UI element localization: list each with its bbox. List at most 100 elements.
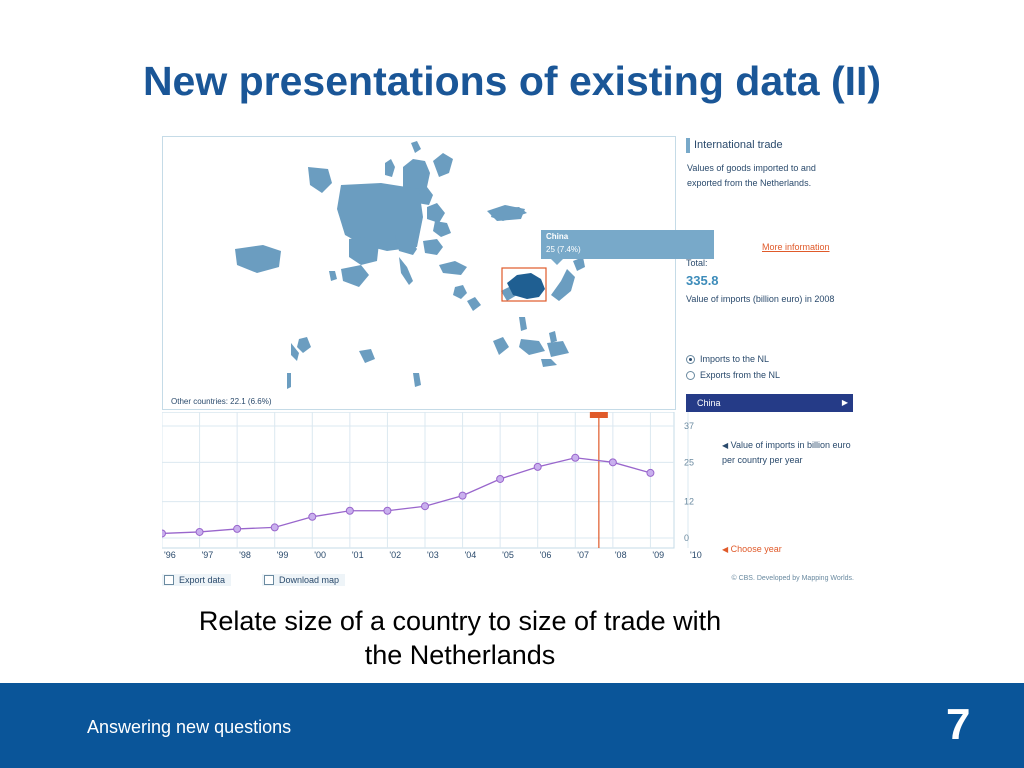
data-point[interactable] xyxy=(195,527,204,536)
export-data-label: Export data xyxy=(179,575,226,585)
sidebar-header: International trade xyxy=(686,138,783,153)
radio-exports-label: Exports from the NL xyxy=(700,370,781,380)
x-tick-label: '98 xyxy=(239,550,251,560)
data-point[interactable] xyxy=(421,502,429,511)
country-shape-taiwan xyxy=(549,331,557,343)
y-tick-label: 12 xyxy=(684,497,694,507)
total-description: Value of imports (billion euro) in 2008 xyxy=(686,294,835,304)
country-shape-brazil xyxy=(291,343,299,361)
legend-note-text: Value of imports in billion euro per cou… xyxy=(722,440,851,465)
series-line xyxy=(161,457,651,535)
chart-frame xyxy=(161,411,675,549)
y-tick-label: 25 xyxy=(684,457,694,467)
country-shape-north xyxy=(403,159,433,205)
country-shape-austria xyxy=(423,239,443,255)
y-tick-label: 37 xyxy=(684,421,694,431)
country-shape-italy-south xyxy=(399,257,413,285)
tooltip-country: China xyxy=(546,232,569,241)
country-shape-china xyxy=(507,273,545,299)
download-map-label: Download map xyxy=(279,575,340,585)
year-handle-icon[interactable] xyxy=(589,406,608,418)
x-tick-label: '97 xyxy=(202,550,214,560)
data-point[interactable] xyxy=(496,474,505,483)
country-shape-japan xyxy=(551,269,575,301)
export-data-button[interactable]: Export data xyxy=(162,574,232,586)
x-tick-label: '00 xyxy=(314,550,326,560)
data-point[interactable] xyxy=(233,524,242,533)
x-tick-label: '96 xyxy=(164,550,176,560)
radio-selected-icon[interactable] xyxy=(686,354,695,364)
country-shape-malaysia xyxy=(519,339,545,355)
x-tick-label: '06 xyxy=(540,550,552,560)
country-select[interactable]: China ▶ xyxy=(686,394,853,412)
data-point[interactable] xyxy=(345,506,354,515)
data-point[interactable] xyxy=(646,468,655,477)
download-icon xyxy=(264,575,274,585)
caption-line-1: Relate size of a country to size of trad… xyxy=(198,606,722,636)
cartogram-map[interactable]: China 25 (7.4%) Other countries: 22.1 (6… xyxy=(162,136,714,410)
country-shape-indonesia xyxy=(541,359,557,367)
info-sidebar: International trade Values of goods impo… xyxy=(686,136,854,412)
y-tick-label: 0 xyxy=(684,533,689,543)
more-information-link[interactable]: More information xyxy=(762,242,830,252)
triangle-left-icon: ◀ xyxy=(722,545,729,554)
widget-toolbar: Export data Download map © CBS. Develope… xyxy=(162,572,854,588)
country-select-value: China xyxy=(697,398,721,408)
import-chart[interactable]: 0 12 25 37 '96 '97 '98 '99 '00 '01 '02 '03 '04 '05 '06… xyxy=(158,406,702,562)
x-tick-label: '04 xyxy=(465,550,477,560)
data-point[interactable] xyxy=(571,453,580,462)
data-point[interactable] xyxy=(533,462,542,471)
data-point[interactable] xyxy=(458,491,467,500)
x-tick-label: '07 xyxy=(577,550,589,560)
country-shape-central-asia xyxy=(491,207,527,221)
x-tick-label: '03 xyxy=(427,550,439,560)
x-tick-label: '01 xyxy=(352,550,364,560)
choose-year-link[interactable]: ◀ Choose year xyxy=(722,544,782,554)
country-shape-hongkong xyxy=(501,287,517,301)
radio-exports[interactable]: Exports from the NL xyxy=(686,370,780,380)
country-shape-baltic xyxy=(411,141,421,153)
download-map-button[interactable]: Download map xyxy=(262,574,346,586)
country-shape-france xyxy=(349,237,379,265)
country-shape-poland xyxy=(427,203,445,223)
country-shape-east-eu xyxy=(433,221,451,237)
cartogram-svg xyxy=(235,141,585,389)
radio-imports[interactable]: Imports to the NL xyxy=(686,354,769,364)
country-shape-south-america xyxy=(287,373,291,389)
x-tick-label: '08 xyxy=(615,550,627,560)
country-shape-africa-south xyxy=(413,373,421,387)
credit-text: © CBS. Developed by Mapping Worlds. xyxy=(731,575,854,582)
slide-title: New presentations of existing data (II) xyxy=(142,58,882,104)
country-shape-uk xyxy=(385,159,395,177)
country-shape-spain xyxy=(341,265,369,287)
country-shape-belgium xyxy=(308,167,332,193)
x-tick-label: '10 xyxy=(690,550,702,560)
data-point[interactable] xyxy=(158,529,166,538)
export-icon xyxy=(164,575,174,585)
triangle-right-icon: ▶ xyxy=(841,398,848,407)
country-shape-korea xyxy=(573,257,585,271)
other-countries-label: Other countries: 22.1 (6.6%) xyxy=(171,397,272,406)
x-tick-label: '09 xyxy=(652,550,664,560)
country-shape-portugal xyxy=(329,271,337,281)
country-shape-russia-europe xyxy=(433,153,453,177)
sidebar-description: Values of goods imported to and exported… xyxy=(687,163,816,188)
china-highlight-box xyxy=(501,267,547,302)
data-point[interactable] xyxy=(308,512,317,521)
choose-year-text: Choose year xyxy=(730,544,782,554)
data-point[interactable] xyxy=(270,523,279,532)
page-number: 7 xyxy=(946,700,971,749)
footer-bar: Answering new questions xyxy=(0,683,1024,768)
x-tick-label: '05 xyxy=(502,550,514,560)
data-point[interactable] xyxy=(608,458,617,467)
caption-line-2: the Netherlands xyxy=(364,640,556,670)
country-shape-germany xyxy=(337,183,423,251)
country-shape-australia xyxy=(547,341,569,357)
data-point[interactable] xyxy=(383,506,392,515)
radio-unselected-icon[interactable] xyxy=(686,370,695,380)
triangle-left-icon: ◀ xyxy=(722,441,729,450)
country-shape-africa-north xyxy=(359,349,375,363)
country-shape-usa xyxy=(235,245,281,273)
country-shape-india xyxy=(493,337,509,355)
total-value: 335.8 xyxy=(686,273,719,288)
